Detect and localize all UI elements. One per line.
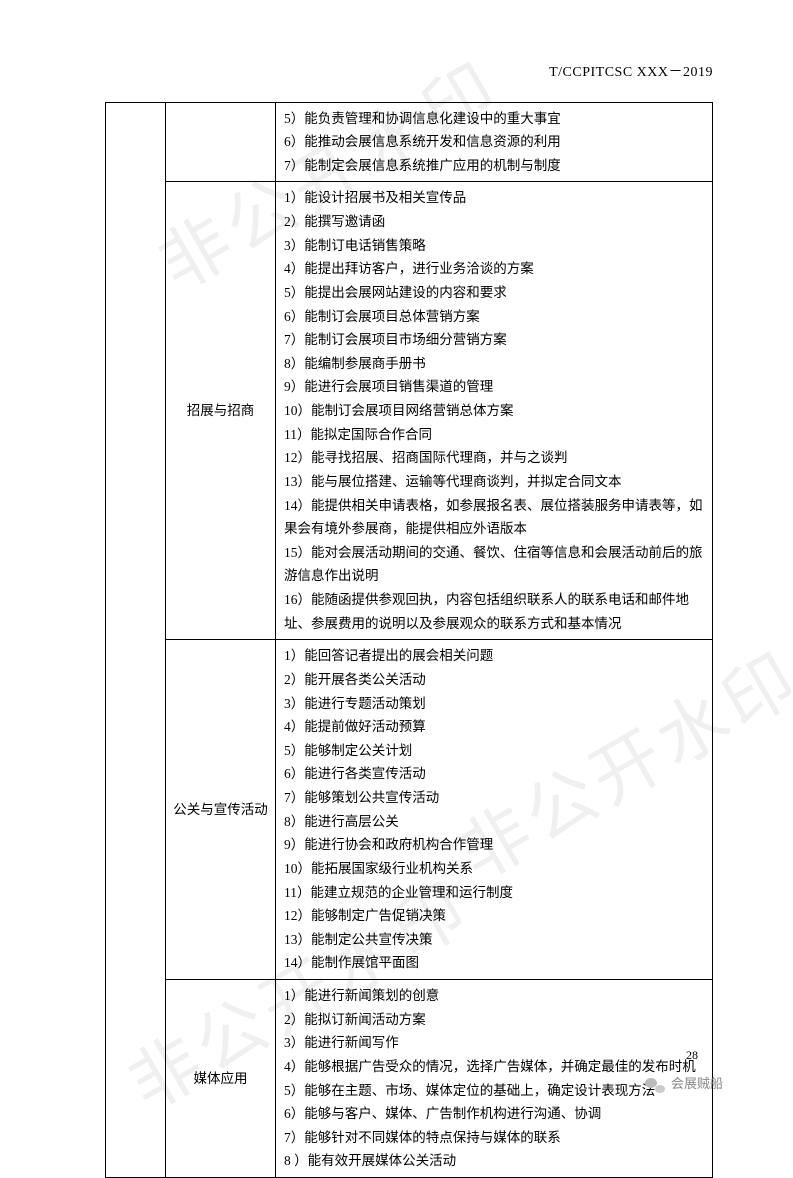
list-item: 3）能进行新闻写作	[284, 1031, 704, 1055]
section-content: 1）能回答记者提出的展会相关问题2）能开展各类公关活动3）能进行专题活动策划4）…	[276, 640, 713, 980]
list-item: 7）能够策划公共宣传活动	[284, 786, 704, 810]
list-item: 4）能提前做好活动预算	[284, 715, 704, 739]
list-item: 11）能拟定国际合作合同	[284, 423, 704, 447]
document-header: T/CCPITCSC XXX－2019	[105, 60, 713, 87]
wechat-icon	[645, 1077, 665, 1093]
list-item: 16）能随函提供参观回执，内容包括组织联系人的联系电话和邮件地址、参展费用的说明…	[284, 588, 704, 635]
list-item: 15）能对会展活动期间的交通、餐饮、住宿等信息和会展活动前后的旅游信息作出说明	[284, 541, 704, 588]
list-item: 10）能制订会展项目网络营销总体方案	[284, 399, 704, 423]
list-item: 1）能进行新闻策划的创意	[284, 984, 704, 1008]
list-item: 6）能制订会展项目总体营销方案	[284, 305, 704, 329]
list-item: 5）能负责管理和协调信息化建设中的重大事宜	[284, 107, 704, 131]
list-item: 5）能够在主题、市场、媒体定位的基础上，确定设计表现方法	[284, 1079, 704, 1103]
content-table: 5）能负责管理和协调信息化建设中的重大事宜6）能推动会展信息系统开发和信息资源的…	[105, 102, 713, 1178]
list-item: 12）能够制定广告促销决策	[284, 904, 704, 928]
footer-brand: 会展贼船	[645, 1072, 723, 1097]
list-item: 11）能建立规范的企业管理和运行制度	[284, 881, 704, 905]
list-item: 1）能回答记者提出的展会相关问题	[284, 644, 704, 668]
list-item: 1）能设计招展书及相关宣传品	[284, 186, 704, 210]
list-item: 2）能开展各类公关活动	[284, 668, 704, 692]
list-item: 6）能推动会展信息系统开发和信息资源的利用	[284, 130, 704, 154]
list-item: 8）能进行高层公关	[284, 810, 704, 834]
list-item: 2）能拟订新闻活动方案	[284, 1008, 704, 1032]
page-number: 28	[686, 1044, 698, 1067]
list-item: 7）能制订会展项目市场细分营销方案	[284, 328, 704, 352]
list-item: 9）能进行协会和政府机构合作管理	[284, 833, 704, 857]
section-label: 媒体应用	[166, 980, 276, 1178]
list-item: 10）能拓展国家级行业机构关系	[284, 857, 704, 881]
list-item: 4）能提出拜访客户，进行业务洽谈的方案	[284, 257, 704, 281]
section-content: 5）能负责管理和协调信息化建设中的重大事宜6）能推动会展信息系统开发和信息资源的…	[276, 102, 713, 182]
list-item: 5）能提出会展网站建设的内容和要求	[284, 281, 704, 305]
list-item: 14）能制作展馆平面图	[284, 951, 704, 975]
list-item: 7）能制定会展信息系统推广应用的机制与制度	[284, 154, 704, 178]
list-item: 8 ）能有效开展媒体公关活动	[284, 1149, 704, 1173]
list-item: 3）能制订电话销售策略	[284, 234, 704, 258]
section-label: 招展与招商	[166, 182, 276, 640]
list-item: 6）能进行各类宣传活动	[284, 762, 704, 786]
section-label: 公关与宣传活动	[166, 640, 276, 980]
list-item: 7）能够针对不同媒体的特点保持与媒体的联系	[284, 1126, 704, 1150]
footer-brand-text: 会展贼船	[671, 1072, 723, 1097]
category-cell	[106, 102, 166, 1178]
list-item: 3）能进行专题活动策划	[284, 692, 704, 716]
list-item: 6）能够与客户、媒体、广告制作机构进行沟通、协调	[284, 1102, 704, 1126]
section-content: 1）能设计招展书及相关宣传品2）能撰写邀请函3）能制订电话销售策略4）能提出拜访…	[276, 182, 713, 640]
list-item: 14）能提供相关申请表格，如参展报名表、展位搭装服务申请表等，如果会有境外参展商…	[284, 494, 704, 541]
section-label	[166, 102, 276, 182]
list-item: 13）能制定公共宣传决策	[284, 928, 704, 952]
list-item: 12）能寻找招展、招商国际代理商，并与之谈判	[284, 446, 704, 470]
list-item: 4）能够根据广告受众的情况，选择广告媒体，并确定最佳的发布时机	[284, 1055, 704, 1079]
list-item: 8）能编制参展商手册书	[284, 352, 704, 376]
list-item: 13）能与展位搭建、运输等代理商谈判，并拟定合同文本	[284, 470, 704, 494]
list-item: 9）能进行会展项目销售渠道的管理	[284, 375, 704, 399]
list-item: 5）能够制定公关计划	[284, 739, 704, 763]
list-item: 2）能撰写邀请函	[284, 210, 704, 234]
